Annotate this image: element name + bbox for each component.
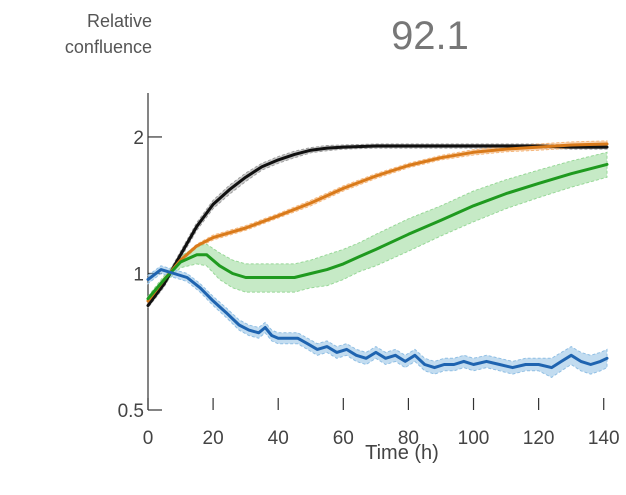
- y-tick-label: 0.5: [118, 401, 144, 422]
- x-tick-label: 60: [333, 428, 354, 449]
- x-tick-label: 40: [268, 428, 289, 449]
- y-axis-label: Relative confluence: [64, 11, 152, 57]
- series-2-error-band: [147, 140, 608, 305]
- x-tick-label: 120: [523, 428, 555, 449]
- x-tick-label: 140: [588, 428, 620, 449]
- x-tick-label: 20: [203, 428, 224, 449]
- series-3-line: [146, 162, 609, 301]
- series-1-error-band: [147, 143, 608, 310]
- x-tick-label: 0: [143, 428, 154, 449]
- chart-title: 92.1: [391, 14, 469, 58]
- series-3-error-band: [147, 151, 608, 303]
- x-axis-label: Time (h): [365, 442, 439, 464]
- series-2-line: [146, 142, 609, 303]
- x-tick-label: 100: [458, 428, 490, 449]
- series-1-line: [146, 144, 609, 307]
- y-tick-label: 1: [133, 264, 144, 285]
- y-tick-label: 2: [133, 128, 144, 149]
- x-tick-label: 80: [398, 428, 419, 449]
- series-4-line: [146, 268, 609, 370]
- series-4-error-band: [147, 265, 608, 378]
